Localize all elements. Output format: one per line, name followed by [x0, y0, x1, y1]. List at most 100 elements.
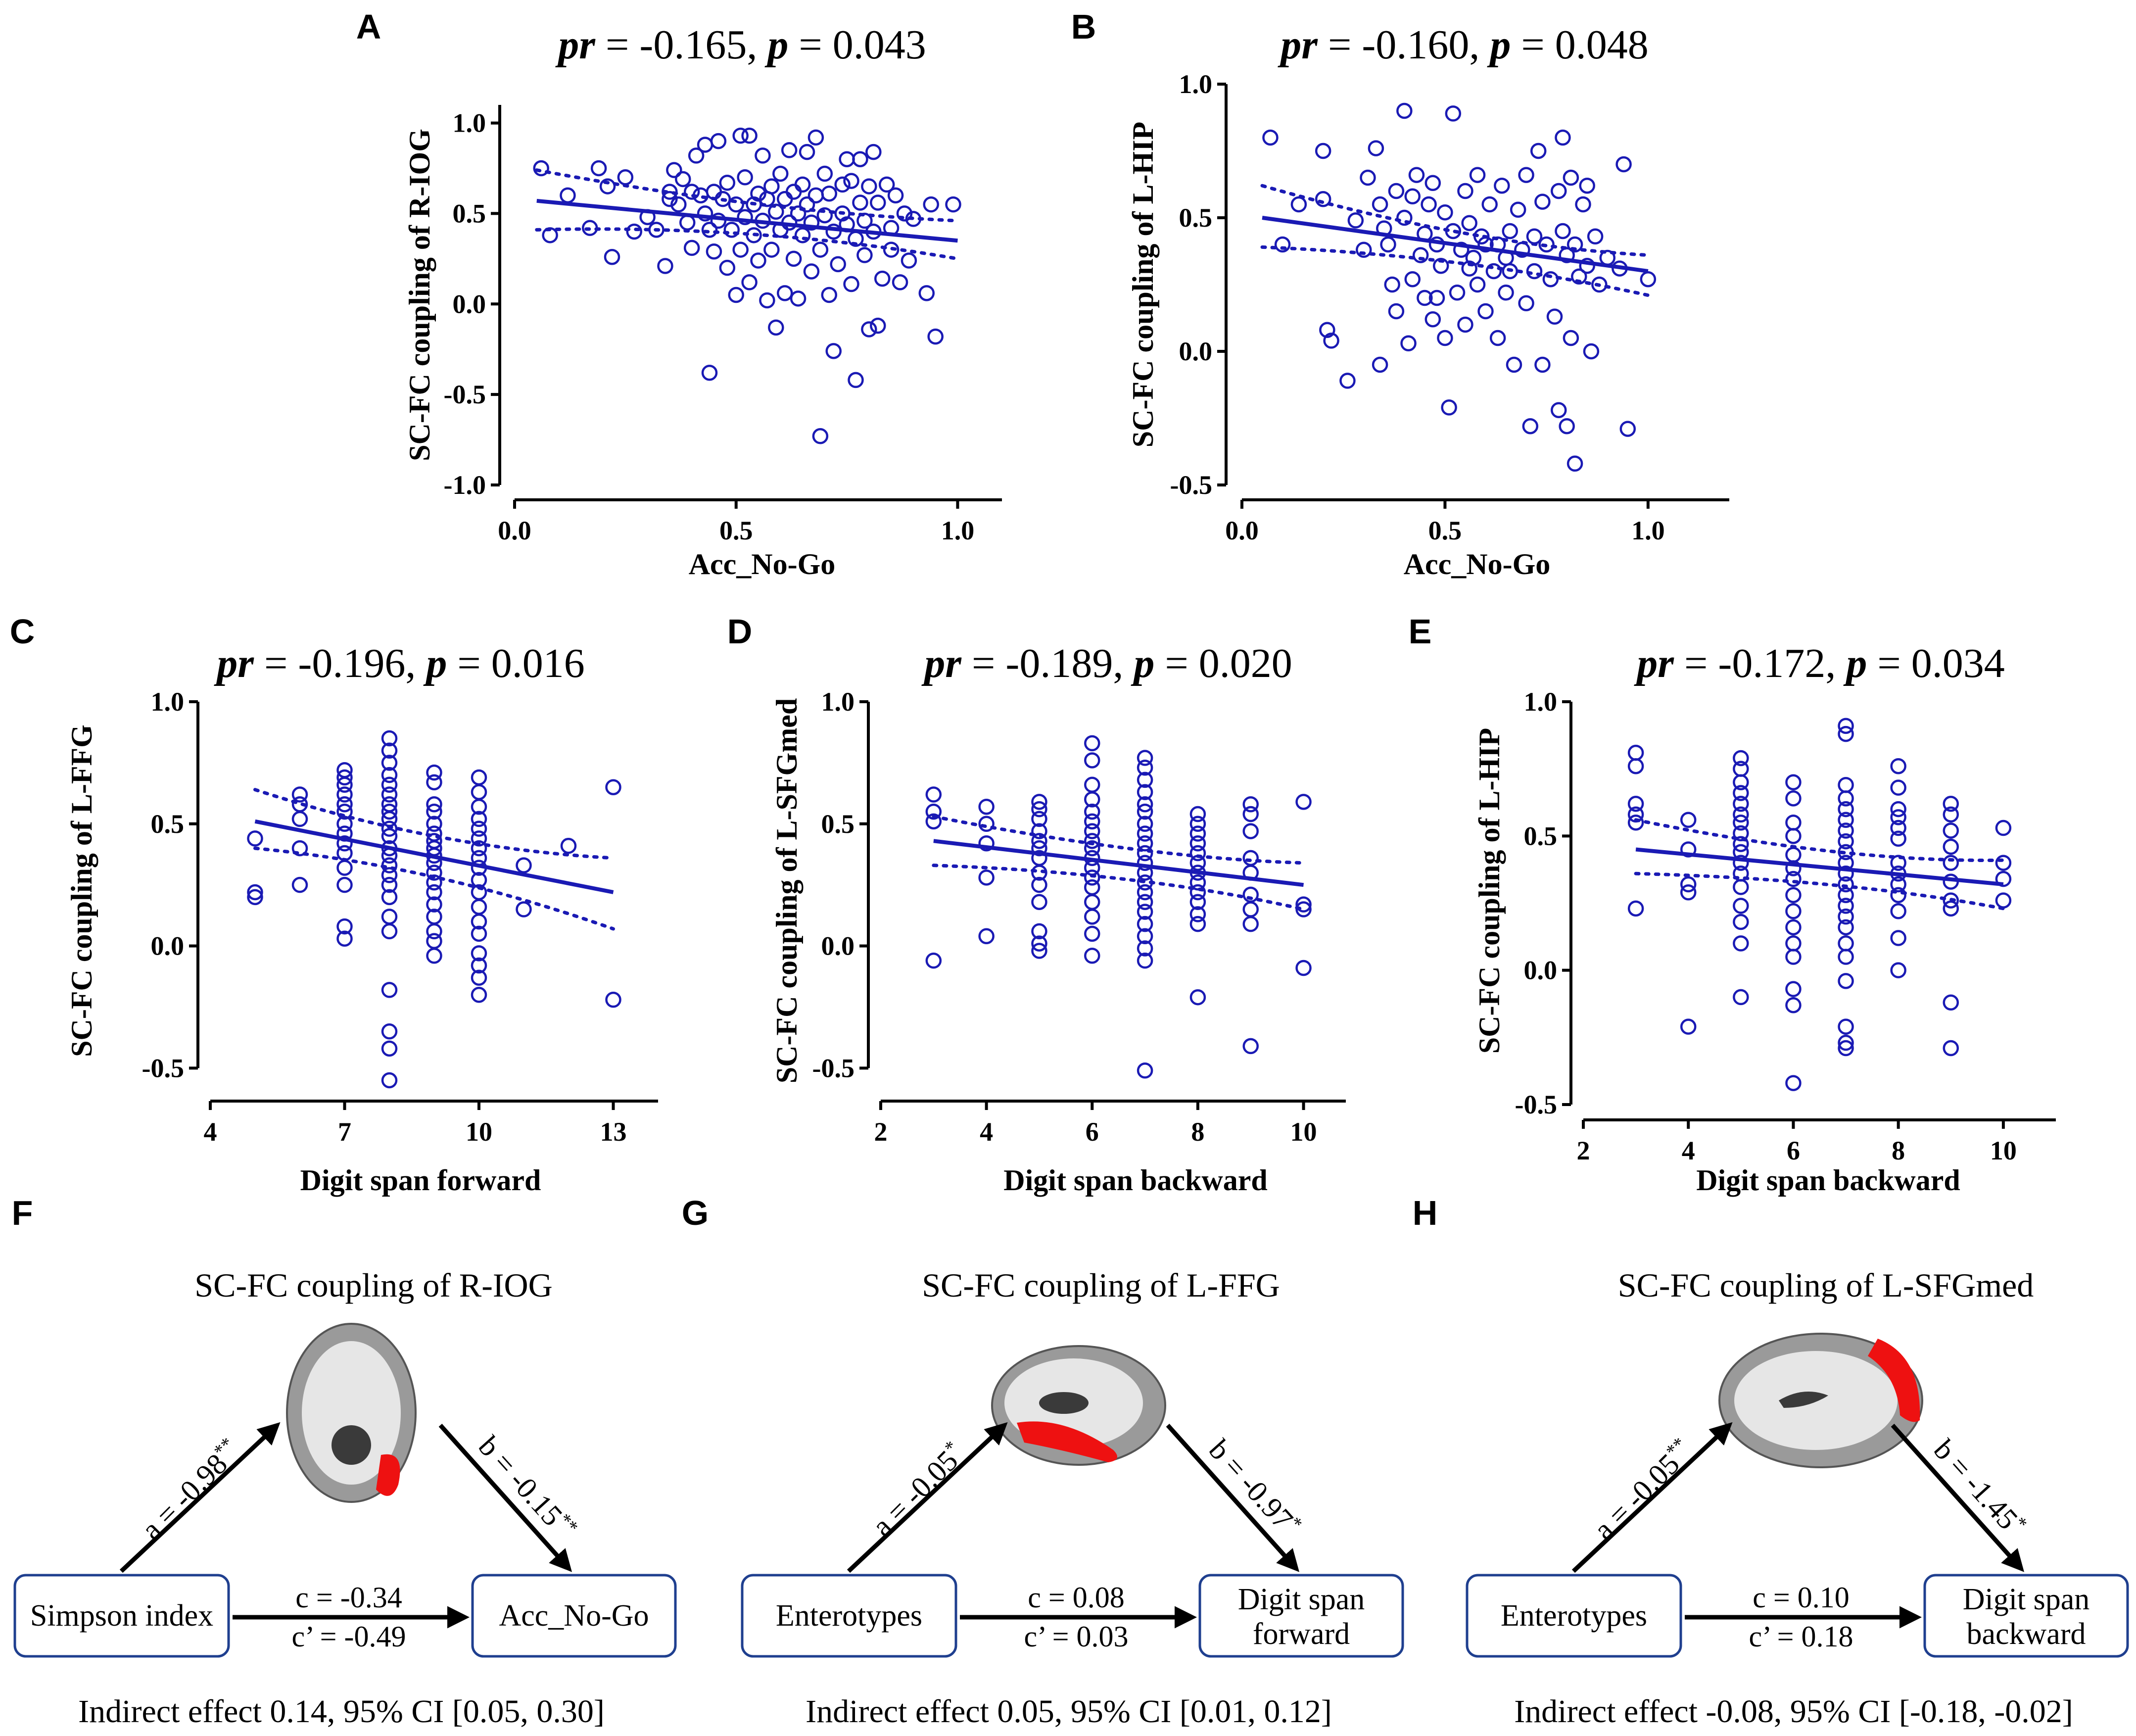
data-point — [1627, 900, 1644, 917]
x-tick-label: 4 — [980, 1117, 993, 1147]
data-point — [719, 259, 736, 276]
data-point — [1785, 870, 1802, 887]
y-tick-label: 0.0 — [151, 931, 185, 961]
x-tick-label: 0.0 — [1225, 516, 1259, 545]
data-point — [1733, 750, 1749, 767]
data-point — [1461, 260, 1477, 277]
data-point — [865, 144, 882, 160]
y-axis-title: SC-FC coupling of L-SFGmed — [770, 698, 803, 1083]
title-p-value: = 0.043 — [788, 22, 926, 68]
x-tick-label: 2 — [1577, 1136, 1590, 1165]
mediation-panel-G: G SC-FC coupling of L-FFG Enterotypes Digit… — [682, 1194, 1404, 1730]
data-point — [843, 173, 859, 189]
data-point — [1189, 989, 1206, 1006]
data-point — [1680, 884, 1697, 901]
data-point — [1838, 908, 1854, 925]
regression-line — [933, 839, 1304, 887]
data-point — [1242, 796, 1259, 813]
data-point — [1396, 102, 1413, 119]
y-tick-label: 0.5 — [1179, 203, 1213, 233]
x-tick-label: 10 — [1990, 1136, 2017, 1165]
dependent-variable-label: backward — [1967, 1617, 2086, 1651]
data-point — [1522, 418, 1539, 434]
data-point — [1785, 949, 1802, 965]
data-point — [839, 151, 855, 167]
y-tick-label: 0.0 — [453, 289, 486, 319]
data-point — [1733, 879, 1749, 895]
data-point — [1031, 923, 1047, 940]
data-point — [247, 889, 263, 906]
data-point — [1615, 156, 1632, 173]
data-point — [1189, 894, 1206, 910]
data-point — [706, 243, 722, 260]
panel-letter: C — [10, 612, 35, 651]
data-point — [816, 165, 833, 182]
data-point — [870, 194, 886, 211]
data-point — [1890, 779, 1906, 796]
data-point — [755, 147, 771, 164]
data-point — [825, 343, 842, 359]
path-a-coef: a = -0.98 — [135, 1447, 234, 1546]
data-point — [821, 287, 838, 303]
data-point — [1031, 833, 1047, 849]
data-point — [1457, 183, 1473, 199]
data-point — [1838, 801, 1854, 818]
data-point — [741, 274, 758, 290]
data-point — [1838, 1018, 1854, 1035]
x-tick-label: 0.5 — [719, 516, 753, 545]
data-point — [1546, 308, 1563, 325]
data-point — [336, 769, 353, 786]
data-point — [1360, 169, 1376, 186]
data-point — [1319, 322, 1335, 338]
data-point — [1534, 193, 1551, 210]
data-point — [1555, 129, 1571, 146]
data-point — [1627, 795, 1644, 812]
data-point — [785, 250, 802, 267]
data-point — [1137, 835, 1153, 852]
y-tick-label: -0.5 — [812, 1053, 854, 1083]
data-point — [1943, 892, 1959, 909]
data-point — [1469, 276, 1486, 293]
data-point — [1995, 870, 2012, 887]
data-point — [1838, 776, 1854, 793]
data-point — [697, 137, 713, 153]
data-point — [599, 178, 616, 194]
path-a-arrow — [847, 1422, 1008, 1573]
data-point — [1084, 879, 1100, 896]
x-tick-label: 1.0 — [941, 516, 975, 545]
data-point — [1785, 847, 1802, 863]
data-point — [1031, 894, 1047, 910]
data-point — [1838, 949, 1854, 965]
data-point — [978, 835, 995, 852]
data-point — [710, 212, 727, 229]
data-point — [1785, 887, 1802, 903]
data-point — [794, 176, 811, 193]
data-point — [1542, 271, 1559, 288]
title-stat: pr — [921, 640, 962, 686]
dependent-variable-box — [1198, 1574, 1404, 1658]
x-tick-label: 7 — [338, 1117, 351, 1147]
panel-letter: G — [682, 1194, 709, 1232]
data-point — [1838, 822, 1854, 839]
y-tick-label: 0.5 — [821, 809, 855, 839]
data-point — [1838, 866, 1854, 882]
data-point — [381, 1040, 398, 1057]
data-point — [381, 742, 398, 759]
data-point — [807, 129, 824, 146]
data-point — [1388, 183, 1405, 199]
data-point — [1137, 803, 1153, 820]
y-tick-label: -1.0 — [444, 470, 486, 500]
data-point — [925, 952, 942, 969]
independent-variable-box — [13, 1574, 230, 1658]
data-point — [825, 223, 842, 240]
data-point — [1640, 271, 1657, 288]
x-tick-label: 6 — [1787, 1136, 1800, 1165]
data-point — [1189, 906, 1206, 922]
data-point — [1461, 215, 1477, 232]
data-point — [471, 811, 487, 827]
y-tick-label: -0.5 — [444, 380, 486, 409]
y-tick-label: 0.0 — [821, 931, 855, 961]
data-point — [870, 317, 886, 334]
plot-title: pr = -0.196, p = 0.016 — [214, 640, 584, 686]
data-point — [1943, 1040, 1959, 1057]
